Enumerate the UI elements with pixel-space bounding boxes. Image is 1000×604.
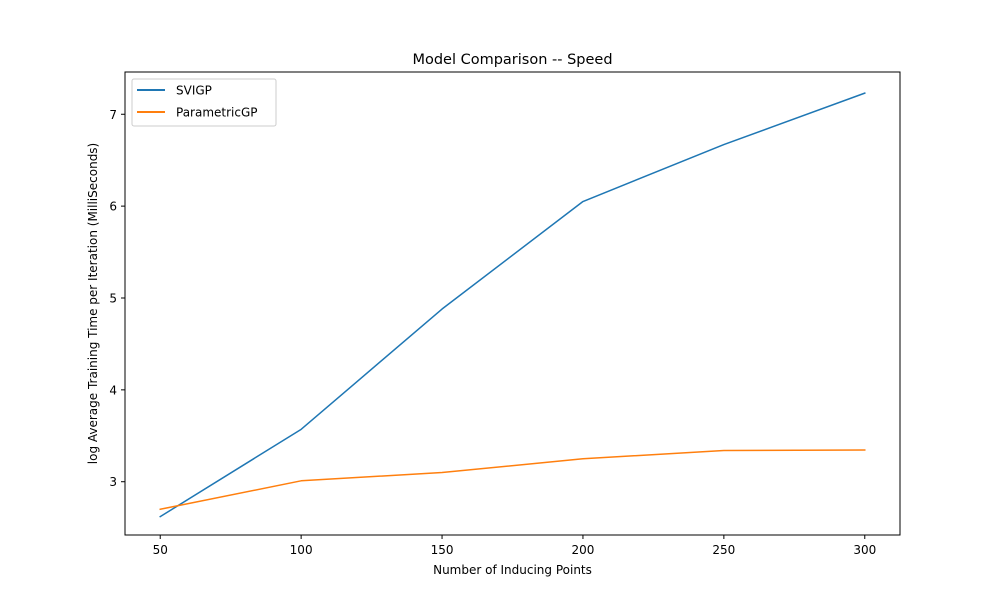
legend: SVIGP ParametricGP: [131, 78, 277, 127]
legend-label-parametricgp: ParametricGP: [176, 106, 258, 120]
x-tick-label: 50: [153, 543, 168, 557]
y-axis-ticks: 3 4 5 6 7: [109, 108, 125, 489]
x-tick-label: 200: [572, 543, 595, 557]
x-tick-label: 250: [712, 543, 735, 557]
series-line-svigp: [159, 92, 866, 518]
x-tick-label: 150: [431, 543, 454, 557]
series-lines: [159, 92, 866, 518]
x-axis-label: Number of Inducing Points: [433, 563, 592, 577]
chart-title: Model Comparison -- Speed: [412, 52, 612, 68]
plot-frame: [124, 71, 901, 536]
y-tick-label: 7: [109, 108, 117, 122]
legend-label-svigp: SVIGP: [176, 84, 212, 98]
y-tick-label: 5: [109, 291, 117, 305]
y-tick-label: 3: [109, 475, 117, 489]
x-axis-ticks: 50 100 150 200 250 300: [153, 535, 876, 557]
y-tick-label: 4: [109, 383, 117, 397]
x-tick-label: 100: [290, 543, 313, 557]
y-tick-label: 6: [109, 200, 117, 214]
legend-box: [131, 78, 277, 127]
series-line-parametricgp: [159, 449, 866, 511]
y-axis-label: log Average Training Time per Iteration …: [86, 143, 100, 464]
x-tick-label: 300: [853, 543, 876, 557]
